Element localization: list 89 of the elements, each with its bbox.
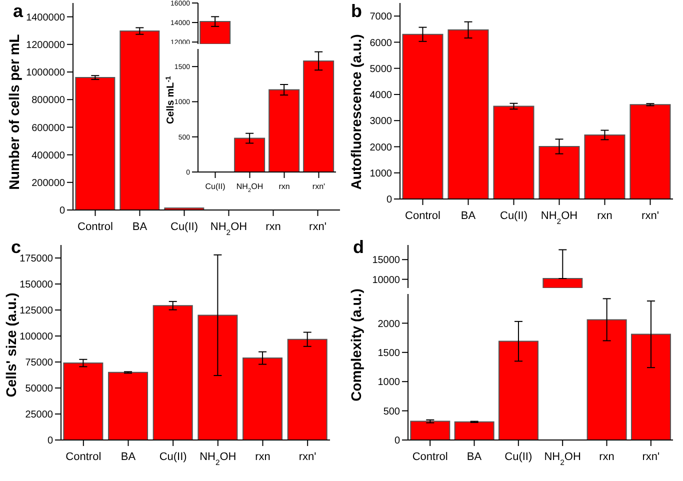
- x-tick-label: Cu(II): [205, 182, 226, 191]
- chart-title: c: [11, 237, 22, 257]
- bar: [152, 305, 193, 440]
- x-tick-label: rxn: [597, 210, 612, 222]
- y-tick-label: 200000: [32, 178, 66, 189]
- x-tick-label: NH$_{2}$OH: [544, 451, 581, 466]
- bar: [303, 60, 334, 172]
- x-tick-label: rxn: [278, 182, 290, 191]
- y-tick-label: 125000: [20, 306, 54, 317]
- bar: [454, 421, 494, 440]
- y-tick-label: 800000: [32, 95, 66, 106]
- y-tick-label: 1200000: [26, 40, 66, 51]
- x-tick-label: NH$_{2}$OH: [540, 210, 578, 226]
- y-tick-label: 25000: [25, 410, 54, 421]
- y-tick-label: 2000: [370, 142, 392, 154]
- y-tick-label: 150000: [20, 280, 54, 291]
- y-tick-label: 0: [47, 436, 54, 447]
- y-tick-label: 600000: [32, 122, 66, 134]
- y-tick-label: 100000: [20, 332, 54, 343]
- y-tick-label: 500: [383, 406, 400, 418]
- bar: [120, 30, 160, 210]
- bar: [498, 340, 538, 440]
- y-tick-label: 0: [59, 206, 66, 217]
- y-tick-label: 3000: [370, 116, 392, 128]
- y-tick-label: 1400000: [26, 12, 66, 24]
- bar: [287, 338, 328, 440]
- y-tick-label: 400000: [32, 150, 66, 162]
- x-tick-label: rxn: [255, 451, 270, 463]
- x-tick-label: BA: [466, 451, 482, 463]
- x-tick-label: Cu(II): [500, 210, 528, 222]
- x-tick-label: rxn': [312, 182, 326, 191]
- bar: [630, 104, 671, 199]
- x-tick-label: rxn': [642, 451, 660, 463]
- chart-title: a: [13, 1, 24, 21]
- chart-title: b: [351, 1, 362, 21]
- x-tick-label: Control: [412, 451, 448, 463]
- y-tick-label: 75000: [25, 358, 54, 369]
- y-axis-title: Number of cells per mL: [6, 34, 22, 190]
- x-tick-label: NH$_{2}$OH: [236, 182, 264, 194]
- x-tick-label: rxn': [309, 221, 326, 233]
- bar: [584, 134, 626, 199]
- bar: [410, 420, 450, 440]
- x-tick-label: Control: [78, 221, 113, 233]
- bar: [586, 319, 627, 440]
- y-axis-title: Cells' size (a.u.): [2, 292, 19, 398]
- bar: [448, 29, 489, 199]
- y-tick-label: 0: [386, 194, 392, 206]
- bar: [538, 146, 580, 199]
- y-tick-label: 0: [394, 436, 400, 447]
- bar: [268, 89, 300, 172]
- y-tick-label: 175000: [20, 254, 54, 265]
- x-tick-label: rxn: [599, 451, 614, 463]
- x-tick-label: rxn': [298, 451, 316, 463]
- bar: [630, 334, 671, 440]
- x-tick-label: Cu(II): [504, 451, 532, 463]
- y-axis-title: Complexity (a.u.): [348, 288, 364, 402]
- x-tick-label: BA: [132, 221, 148, 233]
- y-tick-label: 15000: [372, 255, 400, 266]
- y-tick-label: 7000: [370, 12, 392, 23]
- y-tick-label: 1000: [378, 377, 400, 388]
- bar: [402, 34, 444, 199]
- x-tick-label: Control: [405, 210, 440, 222]
- y-tick-label: 1500: [378, 348, 400, 359]
- x-tick-label: rxn': [642, 210, 659, 222]
- y-tick-label: 5000: [370, 64, 392, 75]
- y-tick-label: 1000000: [26, 68, 66, 79]
- bar: [75, 77, 116, 210]
- bar: [493, 106, 534, 199]
- y-tick-label: 4000: [370, 90, 392, 102]
- x-tick-label: NH$_{2}$OH: [210, 221, 248, 236]
- x-tick-label: Control: [66, 451, 102, 463]
- x-tick-label: BA: [120, 451, 136, 463]
- bar: [108, 372, 148, 440]
- bar: [242, 358, 283, 440]
- y-tick-label: 10000: [372, 274, 400, 286]
- x-tick-label: Cu(II): [159, 451, 187, 463]
- y-tick-label: 6000: [370, 38, 392, 49]
- chart-title: d: [353, 237, 364, 257]
- x-tick-label: Cu(II): [170, 221, 198, 233]
- bar: [63, 362, 104, 440]
- y-tick-label: 2000: [378, 318, 400, 330]
- bar: [198, 314, 238, 440]
- x-tick-label: NH$_{2}$OH: [200, 451, 236, 466]
- x-tick-label: BA: [460, 210, 476, 222]
- bar: [234, 138, 266, 172]
- y-axis-title: Autofluorescence (a.u.): [348, 34, 364, 190]
- x-tick-label: rxn: [266, 221, 281, 233]
- y-tick-label: 1000: [370, 168, 392, 180]
- y-tick-label: 50000: [25, 384, 54, 395]
